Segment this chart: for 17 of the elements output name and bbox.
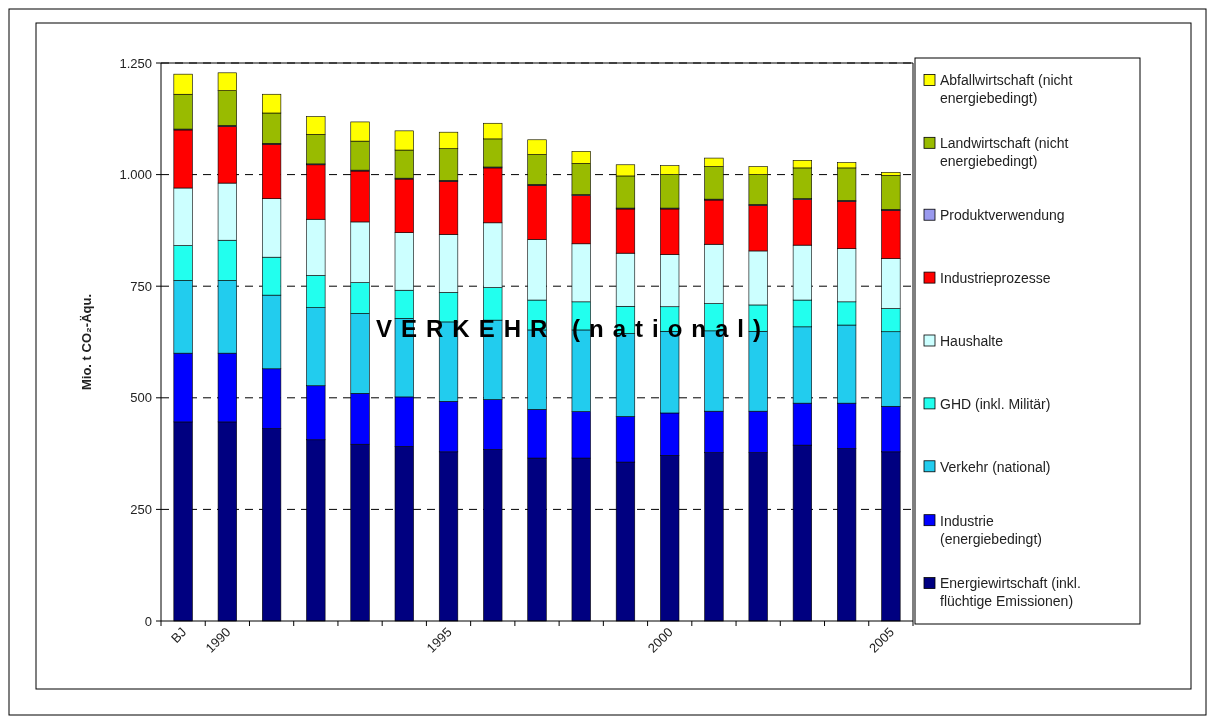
legend-label: Produktverwendung: [940, 207, 1065, 224]
y-tick-label: 500: [130, 390, 152, 406]
y-tick-label: 750: [130, 278, 152, 294]
legend-label: Landwirtschaft (nicht energiebedingt): [940, 135, 1069, 170]
legend-label: Industrieprozesse: [940, 270, 1051, 287]
y-tick-label: 1.250: [119, 55, 152, 71]
legend-label: Haushalte: [940, 332, 1004, 349]
y-axis-title: Mio. t CO₂-Äqu.: [79, 293, 94, 391]
legend-label: Energiewirtschaft (inkl. flüchtige Emissionen): [940, 575, 1081, 610]
y-tick-label: 1.000: [119, 167, 152, 183]
legend-label: Industrie (energiebedingt): [940, 512, 1042, 547]
legend-label: GHD (inkl. Militär): [940, 395, 1051, 412]
x-tick-label: BJ: [167, 624, 190, 646]
legend-label: Abfallwirtschaft (nicht energiebedingt): [940, 72, 1073, 107]
legend-label: Verkehr (national): [940, 458, 1051, 475]
y-tick-label: 0: [144, 613, 152, 629]
y-tick-label: 250: [130, 501, 152, 517]
